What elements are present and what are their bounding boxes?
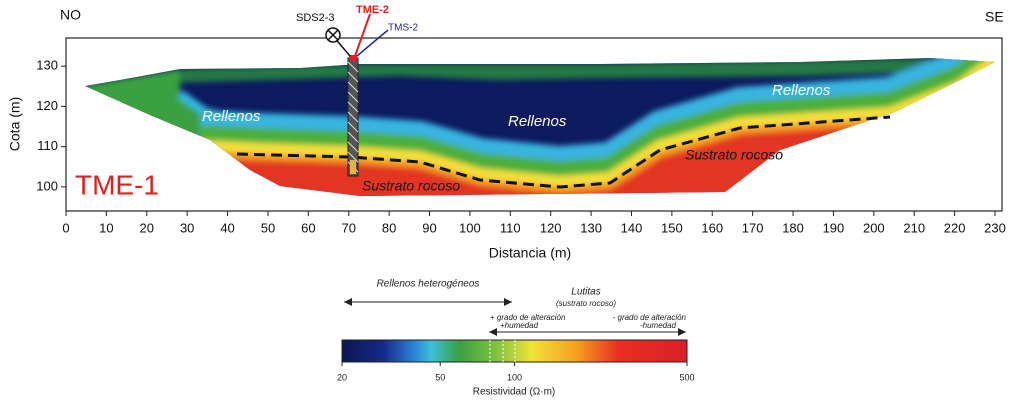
colorbar-tick-label: 20 [337, 372, 347, 382]
profile-name: TME-1 [75, 169, 159, 200]
zone-label: Rellenos [202, 108, 261, 125]
x-tick-label: 90 [422, 220, 436, 235]
x-tick-label: 200 [863, 220, 885, 235]
legend-text: -humedad [640, 321, 677, 330]
orientation-label: SE [985, 9, 1004, 25]
zone-label: Sustrato rocoso [362, 178, 460, 194]
x-tick-label: 160 [701, 220, 723, 235]
borehole-label: TME-2 [356, 4, 389, 16]
colorbar-tick-label: 50 [435, 372, 445, 382]
x-tick-label: 60 [301, 220, 315, 235]
zone-label: Rellenos [508, 113, 567, 130]
x-tick-label: 170 [742, 220, 764, 235]
colorbar-tick-label: 100 [507, 372, 522, 382]
x-tick-label: 30 [180, 220, 194, 235]
x-tick-label: 100 [459, 220, 481, 235]
x-tick-label: 190 [823, 220, 845, 235]
x-tick-label: 130 [580, 220, 602, 235]
x-axis-label: Distancia (m) [489, 245, 571, 261]
colorbar-tick-label: 500 [679, 372, 694, 382]
y-axis-label: Cota (m) [7, 97, 23, 151]
x-tick-label: 0 [62, 220, 69, 235]
figure: SDS2-3 TME-2 TMS-2 NO SE Rellenos Rellen… [0, 0, 1016, 401]
x-tick-label: 70 [342, 220, 356, 235]
y-tick-label: 120 [36, 98, 58, 113]
x-tick-label: 210 [903, 220, 925, 235]
x-tick-label: 150 [661, 220, 683, 235]
x-tick-label: 80 [382, 220, 396, 235]
x-tick-label: 50 [261, 220, 275, 235]
x-tick-label: 180 [782, 220, 804, 235]
y-tick-label: 110 [37, 138, 58, 153]
orientation-label: NO [60, 7, 81, 23]
x-tick-label: 140 [621, 220, 643, 235]
zone-label: Sustrato rocoso [685, 147, 783, 163]
borehole-label: SDS2-3 [296, 12, 335, 24]
x-tick-label: 230 [984, 220, 1006, 235]
x-tick-label: 220 [944, 220, 966, 235]
x-tick-label: 20 [140, 220, 154, 235]
legend-text: Lutitas [571, 287, 600, 298]
colorbar-label: Resistividad (Ω·m) [473, 387, 556, 398]
legend-text: (sustrato rocoso) [556, 299, 616, 308]
legend-text: Rellenos heterogéneos [377, 279, 480, 290]
borehole-label: TMS-2 [388, 23, 418, 34]
x-tick-label: 120 [540, 220, 562, 235]
x-tick-label: 10 [99, 220, 113, 235]
legend-text: +humedad [500, 321, 539, 330]
x-tick-label: 110 [500, 220, 521, 235]
x-tick-label: 40 [220, 220, 234, 235]
y-tick-label: 100 [36, 178, 58, 193]
zone-label: Rellenos [772, 82, 831, 99]
y-tick-label: 130 [36, 58, 58, 73]
